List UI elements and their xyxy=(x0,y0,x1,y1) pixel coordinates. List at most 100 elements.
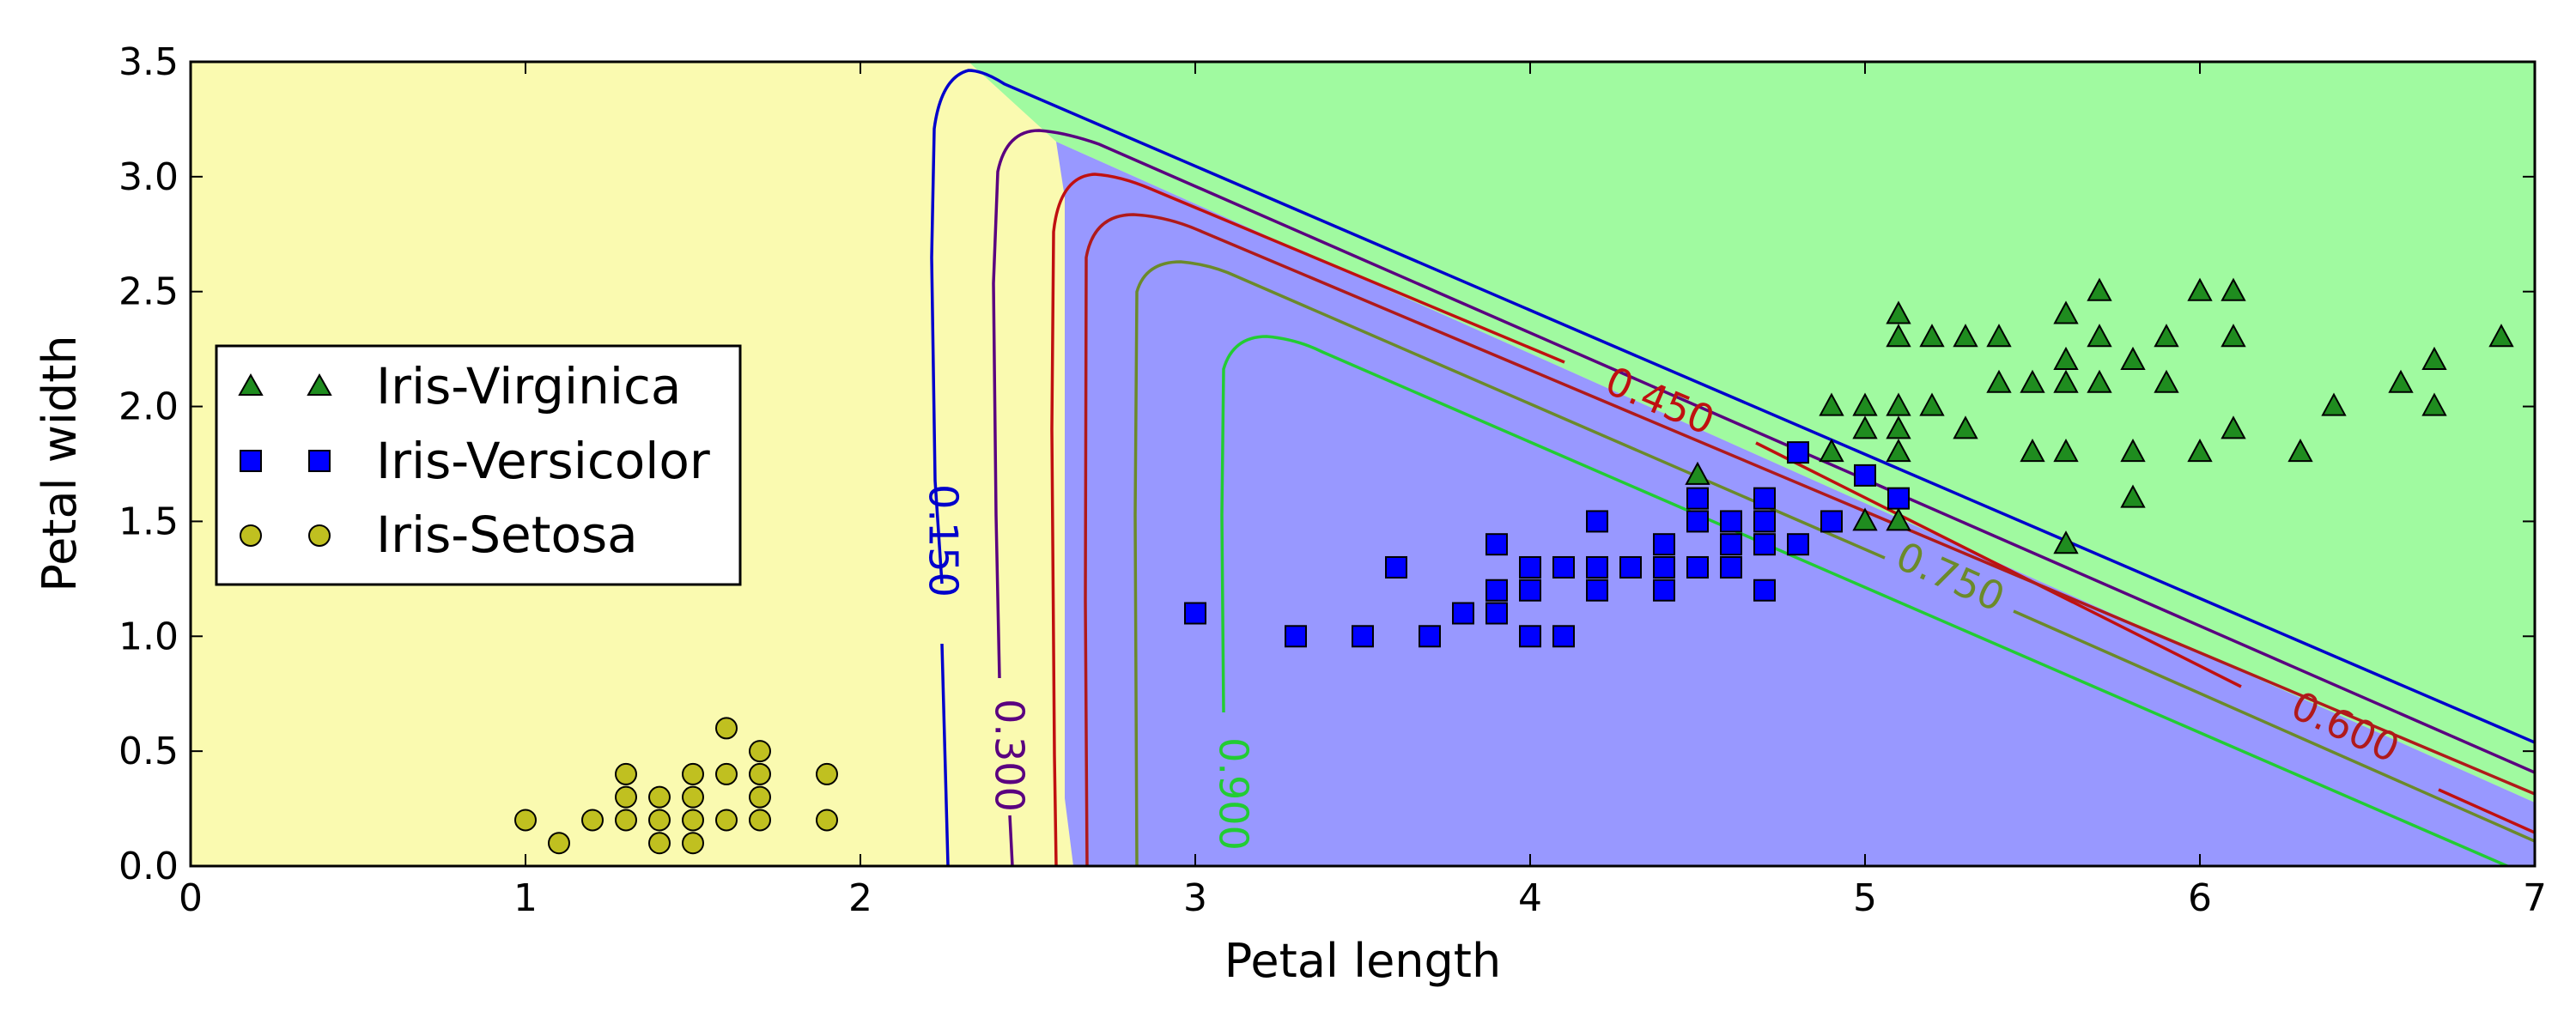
point-iris-virginica xyxy=(2154,324,2179,348)
point-iris-virginica xyxy=(2221,277,2246,301)
contour-line-0450 xyxy=(1050,173,2535,866)
point-iris-setosa xyxy=(682,785,704,809)
contour-line-0900 xyxy=(1220,335,2508,866)
point-iris-versicolor xyxy=(1385,555,1407,579)
point-iris-versicolor xyxy=(1720,510,1742,533)
point-iris-versicolor xyxy=(1753,487,1776,510)
point-iris-virginica xyxy=(2020,369,2045,393)
x-tick-label: 6 xyxy=(2188,876,2212,920)
point-iris-virginica xyxy=(2287,439,2313,463)
point-iris-virginica xyxy=(2187,439,2213,463)
contour-label-0300: 0.300 xyxy=(987,699,1033,812)
point-iris-virginica xyxy=(2020,439,2045,463)
legend-label-virginica: Iris-Virginica xyxy=(376,357,681,415)
point-iris-virginica xyxy=(2488,324,2514,348)
contour-label-0900: 0.900 xyxy=(1211,737,1257,851)
y-tick-label: 3.0 xyxy=(118,155,179,199)
point-iris-setosa xyxy=(615,762,637,785)
legend-label-versicolor: Iris-Versicolor xyxy=(376,432,710,490)
plot-frame xyxy=(189,60,2537,868)
point-iris-setosa xyxy=(749,762,771,785)
point-iris-virginica xyxy=(2053,439,2079,463)
point-iris-versicolor xyxy=(1720,555,1742,579)
point-iris-virginica xyxy=(2087,369,2112,393)
point-iris-setosa xyxy=(682,762,704,785)
x-tick-label: 1 xyxy=(513,876,538,920)
point-iris-versicolor xyxy=(1552,625,1575,648)
point-iris-virginica xyxy=(2087,324,2112,348)
point-iris-versicolor xyxy=(1519,579,1541,602)
contour-line-0600 xyxy=(1084,213,2535,866)
point-iris-versicolor xyxy=(1686,510,1709,533)
legend-marker-versicolor-1 xyxy=(240,450,262,472)
point-iris-versicolor xyxy=(1653,533,1675,556)
point-iris-setosa xyxy=(682,832,704,855)
point-iris-virginica xyxy=(1919,324,1945,348)
point-iris-versicolor xyxy=(1787,441,1809,464)
point-iris-virginica xyxy=(1953,415,1978,439)
point-iris-virginica xyxy=(2221,324,2246,348)
point-iris-setosa xyxy=(615,809,637,832)
point-iris-versicolor xyxy=(1854,464,1876,487)
point-iris-versicolor xyxy=(1619,555,1642,579)
legend-label-setosa: Iris-Setosa xyxy=(376,506,638,564)
plot-area xyxy=(191,62,2535,866)
point-iris-setosa xyxy=(816,762,838,785)
point-iris-versicolor xyxy=(1552,555,1575,579)
legend-marker-setosa-2 xyxy=(308,524,331,547)
y-tick-label: 0.0 xyxy=(118,845,179,888)
point-iris-virginica xyxy=(2120,439,2146,463)
legend-marker-virginica-2 xyxy=(307,373,332,396)
point-iris-versicolor xyxy=(1586,579,1608,602)
x-tick-label: 7 xyxy=(2523,876,2547,920)
point-iris-virginica xyxy=(1852,415,1878,439)
y-tick-label: 2.0 xyxy=(118,385,179,429)
point-iris-versicolor xyxy=(1653,579,1675,602)
axis-ticks: 0 1 2 3 4 5 6 7 0.0 0.5 1.0 1.5 2.0 2.5 3.0 3.5 xyxy=(118,40,2547,920)
legend-marker-setosa-1 xyxy=(240,524,262,547)
point-iris-versicolor xyxy=(1653,555,1675,579)
point-iris-versicolor xyxy=(1184,602,1206,625)
y-axis-label: Petal width xyxy=(33,335,87,591)
legend: Iris-Virginica Iris-Versicolor Iris-Seto… xyxy=(215,344,742,586)
point-iris-versicolor xyxy=(1820,510,1843,533)
point-iris-virginica xyxy=(1886,392,1911,416)
point-iris-virginica xyxy=(1886,415,1911,439)
point-iris-setosa xyxy=(682,809,704,832)
point-iris-setosa xyxy=(615,785,637,809)
contour-label-0150: 0.150 xyxy=(920,484,967,597)
x-tick-label: 2 xyxy=(848,876,872,920)
point-iris-virginica xyxy=(2154,369,2179,393)
x-axis-label: Petal length xyxy=(1224,934,1501,988)
point-iris-versicolor xyxy=(1285,625,1307,648)
point-iris-setosa xyxy=(581,809,604,832)
point-iris-versicolor xyxy=(1686,555,1709,579)
point-iris-virginica xyxy=(2187,277,2213,301)
region-versicolor xyxy=(1056,142,2535,866)
legend-marker-virginica-1 xyxy=(238,373,264,396)
point-iris-setosa xyxy=(648,785,671,809)
point-iris-virginica xyxy=(2087,277,2112,301)
point-iris-versicolor xyxy=(1485,533,1508,556)
point-iris-virginica xyxy=(1819,439,1844,463)
point-iris-virginica xyxy=(2421,346,2447,371)
y-tick-label: 2.5 xyxy=(118,270,179,314)
contour-line-0750 xyxy=(1133,260,2535,866)
point-iris-virginica xyxy=(2053,369,2079,393)
data-points xyxy=(514,277,2514,855)
x-tick-label: 5 xyxy=(1853,876,1877,920)
x-tick-label: 4 xyxy=(1518,876,1542,920)
point-iris-versicolor xyxy=(1787,533,1809,556)
point-iris-versicolor xyxy=(1485,602,1508,625)
point-iris-virginica xyxy=(2053,346,2079,371)
point-iris-versicolor xyxy=(1419,625,1441,648)
contour-line-0300 xyxy=(992,129,2535,866)
contour-line-0150 xyxy=(930,69,2535,866)
point-iris-setosa xyxy=(749,809,771,832)
point-iris-virginica xyxy=(2321,392,2347,416)
point-iris-setosa xyxy=(548,832,570,855)
x-tick-label: 3 xyxy=(1183,876,1207,920)
point-iris-virginica xyxy=(2388,369,2414,393)
point-iris-virginica xyxy=(2421,392,2447,416)
y-tick-label: 0.5 xyxy=(118,730,179,773)
